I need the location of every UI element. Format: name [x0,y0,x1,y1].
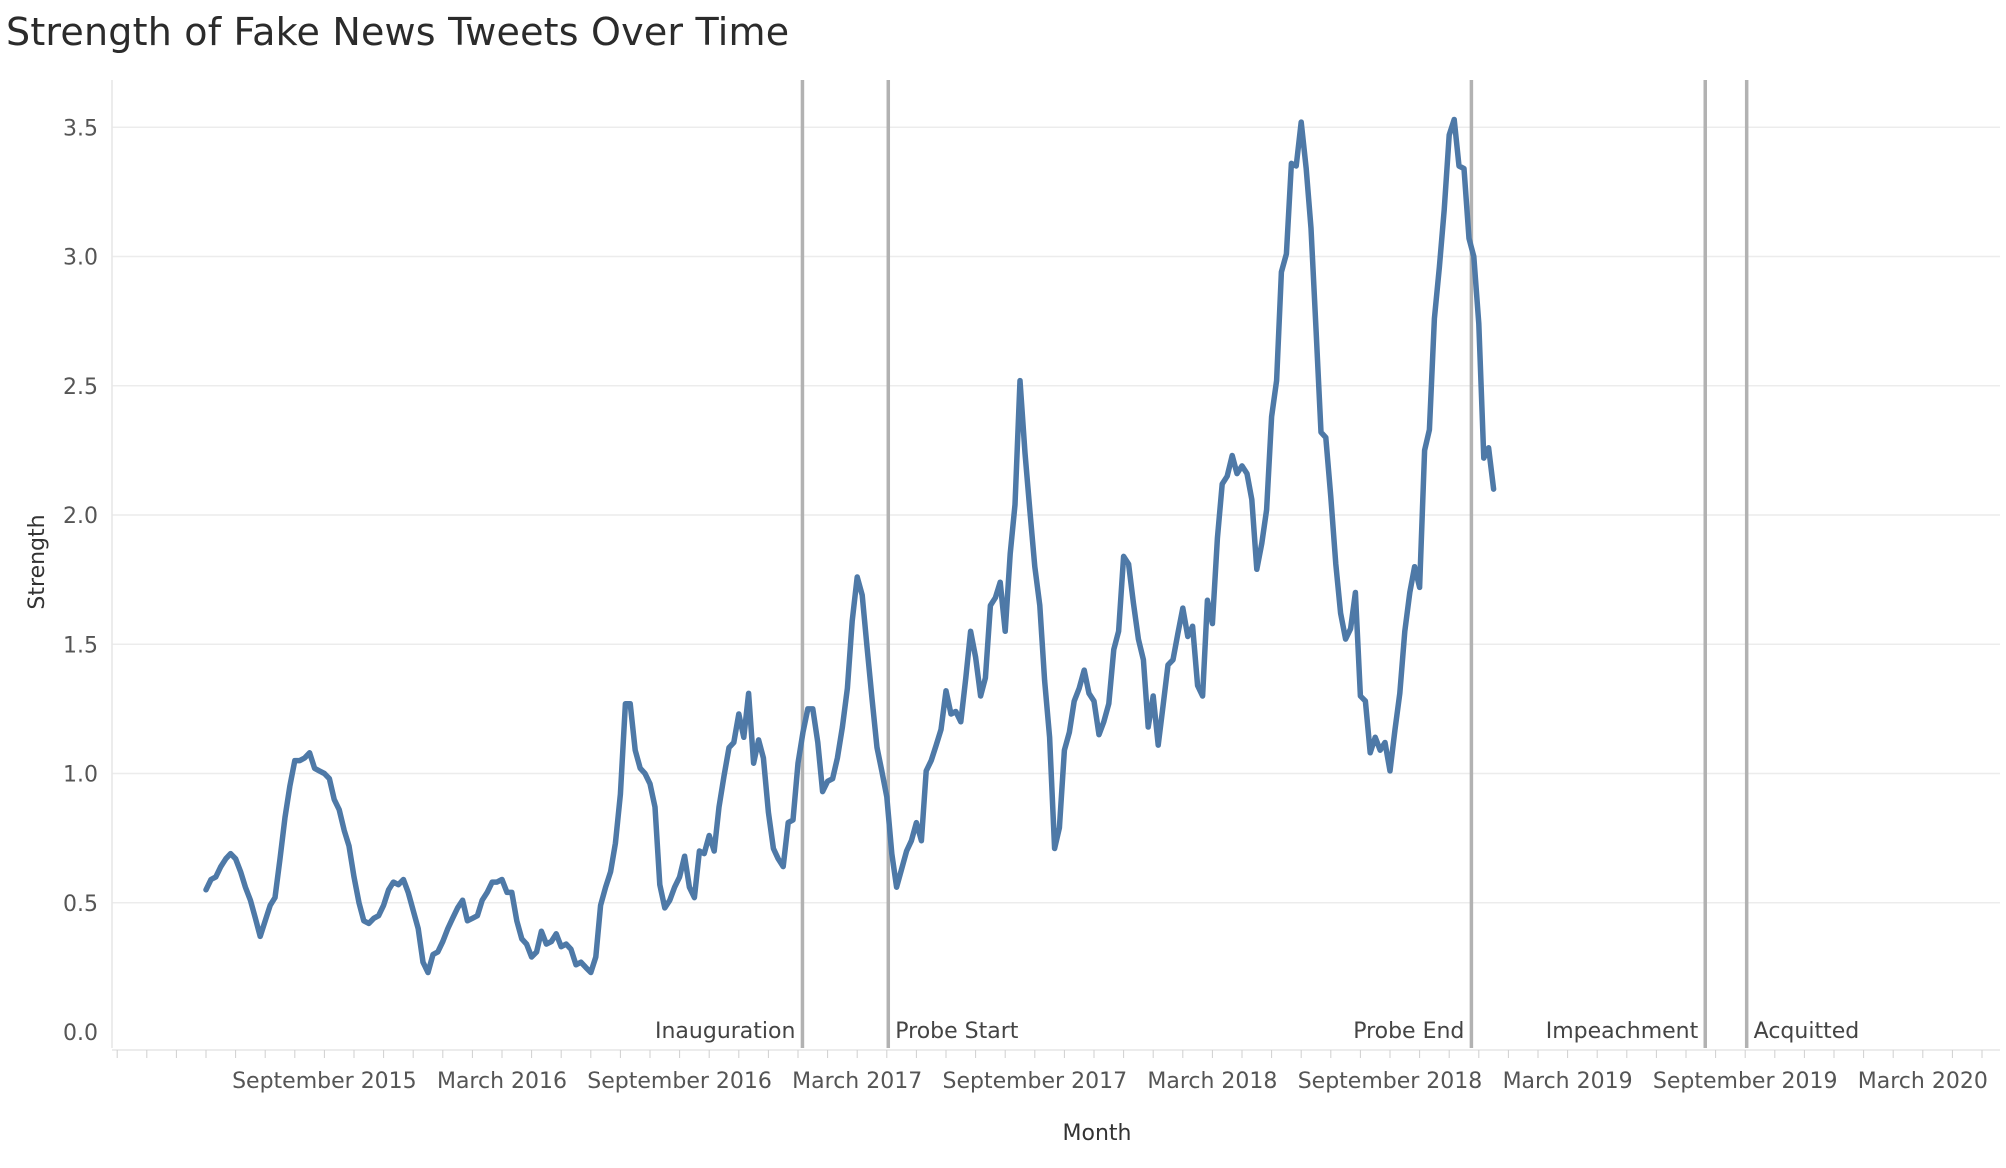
x-tick-label: September 2015 [232,1069,417,1094]
y-tick-label: 2.5 [63,375,98,400]
y-axis-title: Strength [25,514,50,609]
series-line [203,116,1497,976]
y-tick-label: 3.0 [63,246,98,271]
y-tick-label: 0.0 [63,1021,98,1046]
annotation-label: Impeachment [1546,1019,1699,1044]
annotation-halo: Acquitted [1754,1019,1860,1044]
x-tick-label: March 2018 [1147,1069,1277,1094]
annotation-halo: Inauguration [655,1019,795,1044]
x-tick-label: September 2019 [1653,1069,1838,1094]
x-tick-label: September 2018 [1298,1069,1483,1094]
y-tick-label: 1.5 [63,633,98,658]
annotation-label: Acquitted [1754,1019,1860,1044]
series-layer [203,116,1497,976]
x-tick-label: March 2017 [792,1069,922,1094]
y-axis: 0.0 0.5 1.0 1.5 2.0 2.5 3.0 3.5 [63,116,98,1046]
x-tick-label: September 2017 [943,1069,1128,1094]
annotation-label: Probe End [1353,1019,1464,1044]
x-tick-label: March 2016 [437,1069,567,1094]
y-tick-label: 1.0 [63,763,98,788]
x-axis: September 2015 March 2016 September 2016 Ma… [112,1049,2000,1094]
x-tick-label: March 2019 [1503,1069,1633,1094]
y-tick-label: 0.5 [63,892,98,917]
annotation-halo: Probe Start [895,1019,1019,1044]
gridlines [111,80,2000,1048]
annotation-label: Inauguration [655,1019,795,1044]
x-axis-title: Month [1063,1121,1132,1146]
annotation-label: Probe Start [895,1019,1019,1044]
annotation-halo: Probe End [1353,1019,1464,1044]
y-tick-label: 2.0 [63,504,98,529]
x-tick-label: March 2020 [1858,1069,1988,1094]
annotation-halo: Impeachment [1546,1019,1699,1044]
y-tick-label: 3.5 [63,116,98,141]
chart-title: Strength of Fake News Tweets Over Time [6,10,790,54]
x-tick-label: September 2016 [587,1069,772,1094]
